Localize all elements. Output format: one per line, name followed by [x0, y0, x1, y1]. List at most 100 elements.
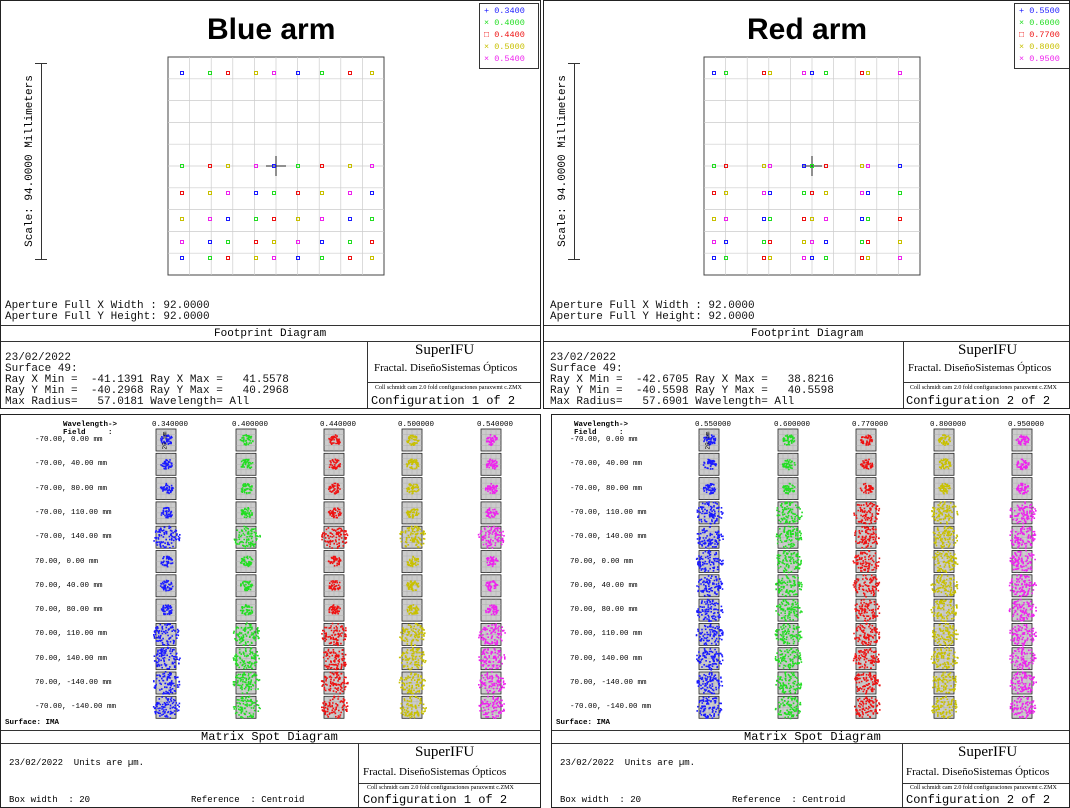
footprint-marker	[208, 217, 212, 221]
spot-box	[398, 647, 427, 671]
spot-box	[480, 598, 502, 622]
spot-box	[1009, 525, 1037, 549]
spot-box	[696, 525, 724, 549]
footprint-marker	[320, 191, 324, 195]
footprint-marker	[824, 164, 828, 168]
legend-entry-3: □ 0.7700	[1019, 30, 1060, 40]
spot-box	[235, 574, 257, 598]
spot-box	[696, 647, 724, 671]
spot-box	[323, 452, 345, 476]
footprint-marker	[824, 240, 828, 244]
footprint-marker	[810, 217, 814, 221]
footprint-marker	[768, 191, 772, 195]
spot-box	[776, 550, 802, 574]
spot-box	[930, 574, 959, 598]
spot-box	[775, 525, 803, 549]
footprint-marker	[272, 240, 276, 244]
brand: SuperIFU	[415, 744, 475, 760]
scale-bar	[574, 63, 575, 259]
spot-box	[399, 622, 426, 647]
spot-box	[477, 525, 505, 549]
footprint-marker	[370, 256, 374, 260]
max-radius: Max Radius= 57.0181 Wavelength= All	[5, 396, 250, 408]
spot-box	[931, 695, 958, 719]
footprint-marker	[272, 217, 276, 221]
footprint-marker	[762, 217, 766, 221]
wavelength-label: 0.770000	[852, 421, 889, 429]
spot-box	[321, 695, 349, 719]
footprint-marker	[762, 164, 766, 168]
spot-box	[321, 525, 349, 549]
footprint-marker	[208, 256, 212, 260]
spot-box	[1009, 695, 1037, 719]
field-label: -70.00, 140.00 mm	[35, 533, 112, 542]
spot-box	[933, 428, 955, 452]
aperture-x: Aperture Full X Width : 92.0000	[550, 300, 755, 312]
footprint-marker	[768, 256, 772, 260]
footprint-marker	[802, 217, 806, 221]
footprint-marker	[724, 217, 728, 221]
spot-box	[399, 695, 427, 719]
footprint-marker	[724, 71, 728, 75]
spot-box	[155, 574, 177, 598]
field-label: -70.00, 0.00 mm	[35, 436, 103, 444]
footprint-marker	[712, 240, 716, 244]
footprint-marker	[898, 164, 902, 168]
spot-box	[232, 695, 261, 719]
spot-grid: 0.340000 0.400000 0.440000 0.500000 0.540000…	[1, 415, 540, 725]
spot-box	[852, 574, 881, 598]
footprint-marker	[860, 71, 864, 75]
field-label: -70.00, 110.00 mm	[570, 508, 647, 517]
footprint-marker	[724, 256, 728, 260]
footprint-marker	[180, 71, 184, 75]
field-label: -70.00, -140.00 mm	[35, 703, 117, 712]
spot-box	[1009, 501, 1037, 525]
spot-box	[153, 671, 181, 695]
legend-entry-2: × 0.4000	[484, 18, 525, 28]
footprint-marker	[348, 191, 352, 195]
spot-box	[232, 647, 260, 671]
field-label: -70.00, 80.00 mm	[35, 484, 108, 493]
footprint-marker	[824, 71, 828, 75]
spot-box	[155, 428, 177, 452]
spot-box	[401, 501, 423, 525]
spot-box	[155, 598, 177, 622]
spot-box	[1009, 671, 1037, 695]
spot-box	[232, 622, 260, 646]
spot-box	[777, 477, 799, 500]
ray-x: Ray X Min = -42.6705 Ray X Max = 38.8216	[550, 374, 834, 386]
spot-box	[480, 574, 502, 598]
spot-box	[774, 622, 803, 646]
spot-box	[696, 574, 724, 598]
field-label: 70.00, 80.00 mm	[570, 606, 638, 615]
footprint-marker	[272, 256, 276, 260]
footprint-marker	[226, 164, 230, 168]
spot-box	[155, 501, 177, 525]
spot-grid: 0.550000 0.600000 0.770000 0.800000 0.950000…	[552, 415, 1069, 725]
footprint-marker	[348, 217, 352, 221]
brand: SuperIFU	[958, 744, 1018, 760]
spot-box	[480, 501, 502, 525]
spot-box	[855, 477, 877, 500]
footprint-marker	[810, 256, 814, 260]
footprint-marker	[802, 240, 806, 244]
legend-entry-5: × 0.5400	[484, 54, 525, 64]
spot-box	[933, 452, 955, 476]
spot-box	[235, 477, 257, 500]
footprint-marker	[296, 191, 300, 195]
footprint-marker	[768, 164, 772, 168]
brand: SuperIFU	[958, 342, 1018, 358]
field-label: -70.00, 40.00 mm	[35, 460, 108, 469]
spot-box	[155, 477, 177, 500]
date-units: 23/02/2022 Units are µm.	[9, 758, 145, 768]
footprint-marker	[296, 164, 300, 168]
footprint-marker	[370, 191, 374, 195]
company: Fractal. DiseñoSistemas Ópticos	[374, 362, 518, 374]
spot-box	[932, 671, 957, 695]
field-header: Field :	[574, 429, 624, 437]
spot-box	[854, 598, 881, 622]
footprint-marker	[762, 256, 766, 260]
spot-box	[854, 671, 881, 695]
footprint-marker	[712, 217, 716, 221]
field-label: 70.00, 110.00 mm	[570, 630, 643, 639]
